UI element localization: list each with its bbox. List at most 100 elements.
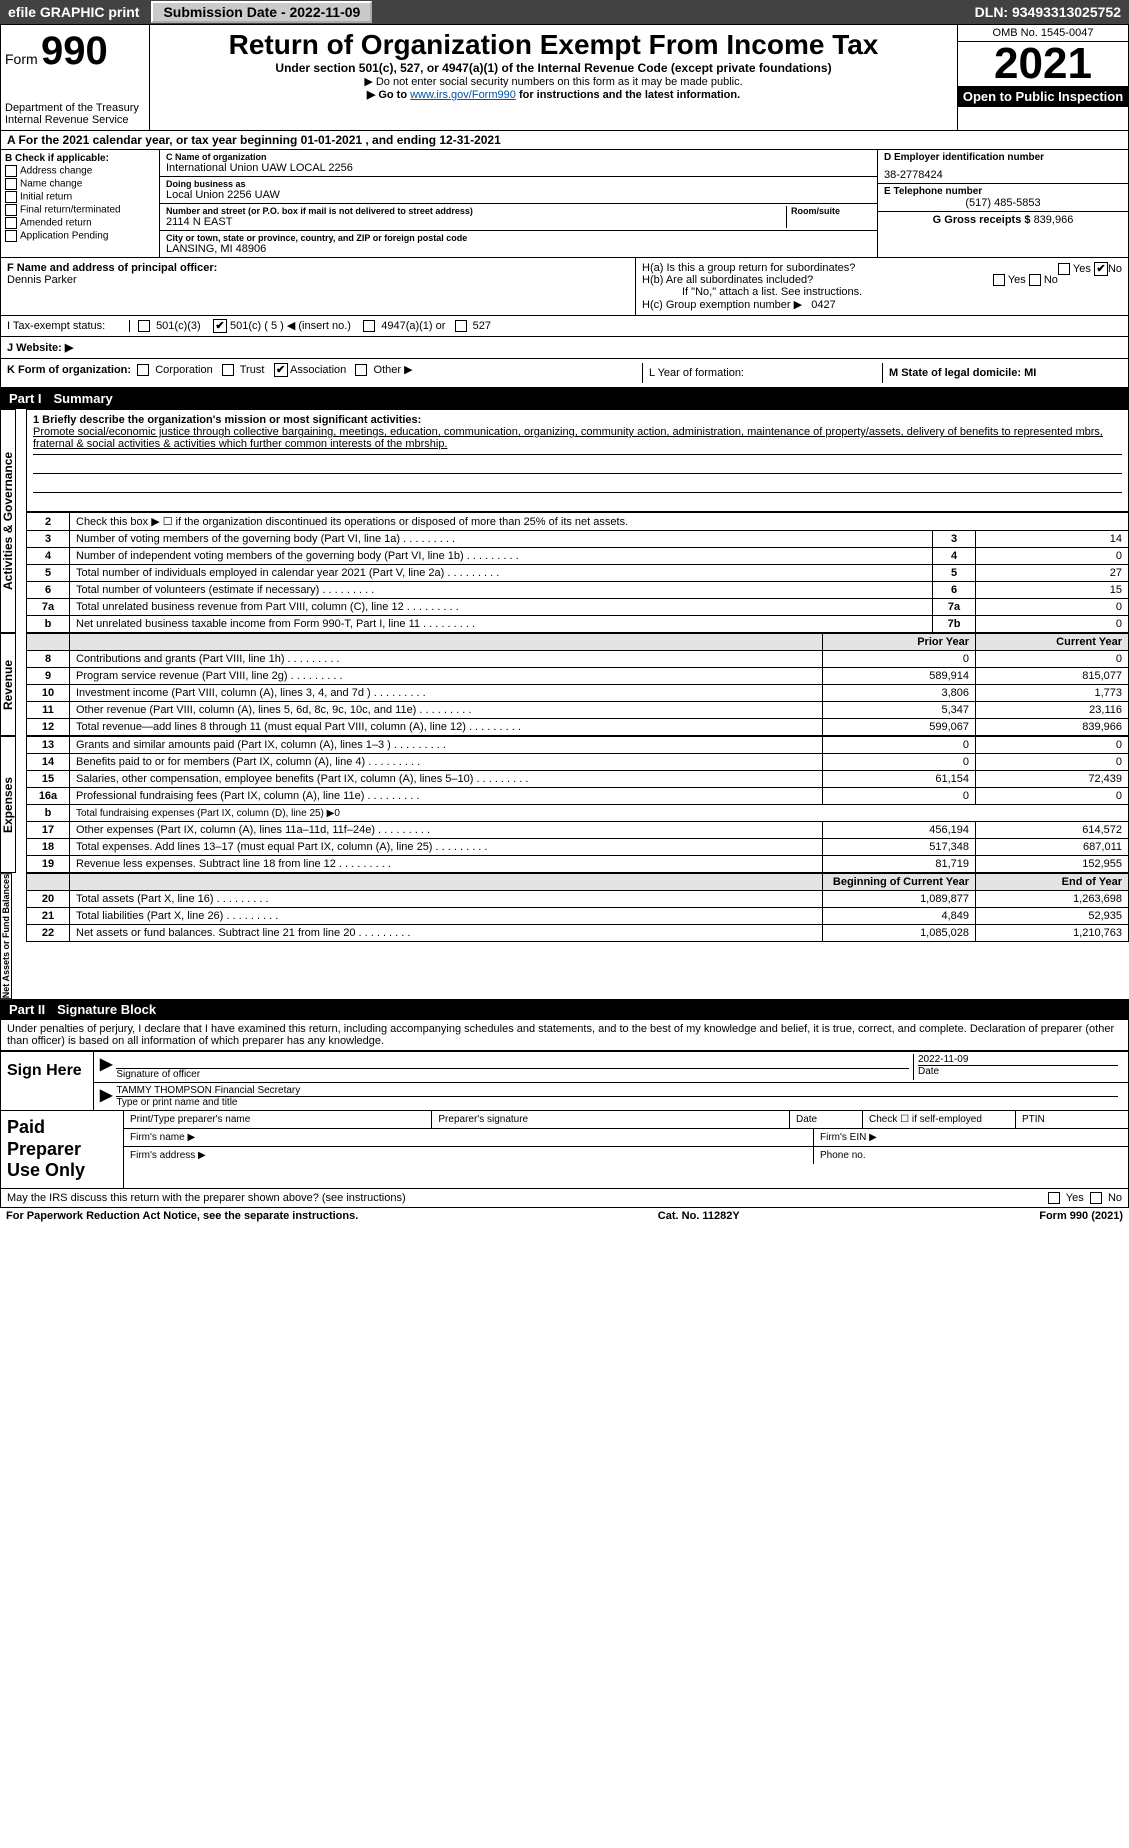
side-expenses: Expenses <box>0 736 16 873</box>
tax-status-row: I Tax-exempt status: 501(c)(3) ✔ 501(c) … <box>0 316 1129 337</box>
governance-table: 2Check this box ▶ ☐ if the organization … <box>26 512 1129 633</box>
m-state: M State of legal domicile: MI <box>882 363 1122 383</box>
goto-post: for instructions and the latest informat… <box>519 89 740 101</box>
prep-sig-lbl: Preparer's signature <box>432 1111 790 1128</box>
lbl-pending: Application Pending <box>20 231 108 242</box>
form-header: Form 990 Department of the Treasury Inte… <box>0 24 1129 131</box>
chk-501c[interactable]: ✔ <box>213 319 227 333</box>
h1a-lbl: H(a) Is this a group return for subordin… <box>642 262 855 274</box>
table-row: 12Total revenue—add lines 8 through 11 (… <box>27 719 1129 736</box>
discuss-text: May the IRS discuss this return with the… <box>7 1192 406 1204</box>
irs-link[interactable]: www.irs.gov/Form990 <box>410 89 516 101</box>
discuss-no[interactable] <box>1090 1192 1102 1204</box>
part2-header: Part II Signature Block <box>0 999 1129 1020</box>
cat-no: Cat. No. 11282Y <box>658 1210 740 1222</box>
table-row: 5Total number of individuals employed in… <box>27 565 1129 582</box>
form-number: 990 <box>41 29 108 73</box>
chk-other[interactable] <box>355 364 367 376</box>
side-revenue: Revenue <box>0 633 16 736</box>
chk-initial[interactable] <box>5 191 17 203</box>
opt-501c: 501(c) ( 5 ) ◀ (insert no.) <box>230 320 351 332</box>
h1b-note: If "No," attach a list. See instructions… <box>642 286 1122 298</box>
table-row: 15Salaries, other compensation, employee… <box>27 771 1129 788</box>
org-name: International Union UAW LOCAL 2256 <box>166 162 871 174</box>
paid-preparer-hdr: Paid Preparer Use Only <box>1 1111 124 1188</box>
pra-notice: For Paperwork Reduction Act Notice, see … <box>6 1210 358 1222</box>
page-footer: For Paperwork Reduction Act Notice, see … <box>0 1208 1129 1224</box>
note-goto: ▶ Go to www.irs.gov/Form990 for instruct… <box>158 88 949 101</box>
dba-name: Local Union 2256 UAW <box>166 189 871 201</box>
section-c: C Name of organization International Uni… <box>160 150 878 257</box>
mission-lead: 1 Briefly describe the organization's mi… <box>33 414 421 426</box>
h1b-no[interactable] <box>1029 274 1041 286</box>
table-row: bNet unrelated business taxable income f… <box>27 616 1129 633</box>
chk-pending[interactable] <box>5 230 17 242</box>
penalties-text: Under penalties of perjury, I declare th… <box>0 1020 1129 1051</box>
hc-row: H(c) Group exemption number ▶ 0427 <box>642 298 1122 311</box>
chk-assoc[interactable]: ✔ <box>274 363 288 377</box>
revenue-table: Prior YearCurrent Year 8Contributions an… <box>26 633 1129 736</box>
arrow-icon: ▶ <box>100 1054 112 1080</box>
chk-527[interactable] <box>455 320 467 332</box>
table-row: bTotal fundraising expenses (Part IX, co… <box>27 805 1129 822</box>
city-lbl: City or town, state or province, country… <box>166 233 871 243</box>
name-lbl: Type or print name and title <box>116 1096 1118 1108</box>
prep-check-lbl: Check ☐ if self-employed <box>863 1111 1016 1128</box>
table-row: 14Benefits paid to or for members (Part … <box>27 754 1129 771</box>
dln-label: DLN: 93493313025752 <box>967 2 1129 22</box>
opt-corp: Corporation <box>155 364 212 376</box>
chk-final[interactable] <box>5 204 17 216</box>
sig-date-lbl: Date <box>918 1065 1118 1077</box>
submission-date-button[interactable]: Submission Date - 2022-11-09 <box>151 1 372 23</box>
table-row: 16aProfessional fundraising fees (Part I… <box>27 788 1129 805</box>
netassets-table: Beginning of Current YearEnd of Year 20T… <box>26 873 1129 942</box>
prep-ptin-lbl: PTIN <box>1016 1111 1128 1128</box>
form-org-row: K Form of organization: Corporation Trus… <box>0 359 1129 388</box>
form-prefix: Form <box>5 51 38 67</box>
yes-lbl-2: Yes <box>1008 274 1026 286</box>
street-address: 2114 N EAST <box>166 216 786 228</box>
col-prior: Prior Year <box>823 634 976 651</box>
col-end: End of Year <box>976 874 1129 891</box>
chk-trust[interactable] <box>222 364 234 376</box>
chk-address[interactable] <box>5 165 17 177</box>
lbl-amended: Amended return <box>20 218 92 229</box>
chk-501c3[interactable] <box>138 320 150 332</box>
opt-501c3: 501(c)(3) <box>156 320 201 332</box>
yes-lbl-3: Yes <box>1066 1192 1084 1204</box>
opt-trust: Trust <box>240 364 265 376</box>
h1a-row: H(a) Is this a group return for subordin… <box>642 262 1122 274</box>
e-phone-lbl: E Telephone number <box>884 186 1122 197</box>
table-row: 18Total expenses. Add lines 13–17 (must … <box>27 839 1129 856</box>
sig-officer-lbl: Signature of officer <box>116 1068 909 1080</box>
hc-lbl: H(c) Group exemption number ▶ <box>642 299 802 311</box>
officer-typed-name: TAMMY THOMPSON Financial Secretary <box>116 1085 1118 1096</box>
table-row: 13Grants and similar amounts paid (Part … <box>27 737 1129 754</box>
ein-value: 38-2778424 <box>884 169 1122 181</box>
chk-amended[interactable] <box>5 217 17 229</box>
part2-title: Signature Block <box>57 1002 156 1017</box>
tax-year: 2021 <box>958 42 1128 86</box>
firm-ein-lbl: Firm's EIN ▶ <box>814 1129 1128 1146</box>
discuss-yes[interactable] <box>1048 1192 1060 1204</box>
discuss-row: May the IRS discuss this return with the… <box>0 1189 1129 1208</box>
d-ein-lbl: D Employer identification number <box>884 152 1122 163</box>
chk-4947[interactable] <box>363 320 375 332</box>
side-activities: Activities & Governance <box>0 409 16 633</box>
h1a-no[interactable]: ✔ <box>1094 262 1108 276</box>
h1a-yes[interactable] <box>1058 263 1070 275</box>
lbl-namechange: Name change <box>20 179 82 190</box>
table-row: 8Contributions and grants (Part VIII, li… <box>27 651 1129 668</box>
table-row: 17Other expenses (Part IX, column (A), l… <box>27 822 1129 839</box>
goto-pre: ▶ Go to <box>367 89 410 101</box>
table-row: 6Total number of volunteers (estimate if… <box>27 582 1129 599</box>
lbl-initial: Initial return <box>20 192 72 203</box>
chk-corp[interactable] <box>137 364 149 376</box>
h1b-yes[interactable] <box>993 274 1005 286</box>
chk-namechange[interactable] <box>5 178 17 190</box>
no-lbl-1: No <box>1108 263 1122 275</box>
part2-num: Part II <box>9 1002 57 1017</box>
opt-other: Other ▶ <box>374 364 413 376</box>
no-lbl-2: No <box>1044 274 1058 286</box>
city-state-zip: LANSING, MI 48906 <box>166 243 871 255</box>
